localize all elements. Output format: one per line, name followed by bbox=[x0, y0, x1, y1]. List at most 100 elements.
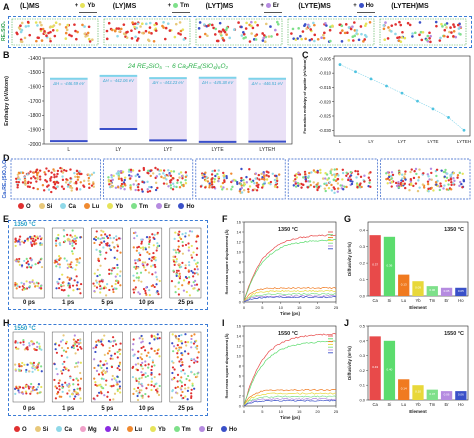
atom bbox=[76, 365, 79, 368]
atom bbox=[137, 279, 140, 282]
atom bbox=[72, 289, 75, 292]
atom bbox=[45, 180, 49, 183]
atom bbox=[39, 178, 42, 181]
atom bbox=[180, 342, 184, 345]
atom bbox=[267, 35, 271, 38]
atom bbox=[40, 370, 43, 373]
atom bbox=[144, 375, 147, 379]
addition-dot bbox=[265, 3, 271, 8]
atom bbox=[187, 352, 190, 355]
atom bbox=[317, 185, 321, 189]
rmsd-series-line bbox=[243, 397, 337, 407]
atom bbox=[68, 382, 71, 385]
atom bbox=[444, 179, 448, 183]
atom bbox=[16, 186, 19, 189]
atom bbox=[111, 241, 114, 244]
atom bbox=[27, 24, 30, 28]
atom bbox=[20, 264, 24, 267]
atom bbox=[316, 37, 320, 41]
atom bbox=[64, 381, 67, 384]
atom bbox=[156, 168, 159, 171]
y-tick-label: 0.4 bbox=[359, 228, 365, 233]
atom bbox=[334, 175, 337, 179]
legend-dot-icon bbox=[178, 203, 185, 209]
atom bbox=[218, 21, 222, 25]
atom bbox=[93, 366, 96, 370]
apatite-cell bbox=[103, 158, 194, 200]
atom bbox=[108, 272, 111, 275]
atom bbox=[341, 168, 345, 172]
atom bbox=[154, 188, 158, 192]
atom bbox=[70, 189, 73, 192]
atom bbox=[73, 240, 76, 244]
y-tick-label: 12 bbox=[237, 344, 242, 349]
atom bbox=[92, 185, 95, 188]
atom bbox=[103, 334, 106, 337]
rmsd-series-line bbox=[243, 286, 337, 303]
y-tick-label: 6 bbox=[239, 374, 242, 379]
atom bbox=[51, 25, 54, 29]
atom bbox=[255, 189, 259, 192]
atom bbox=[73, 341, 76, 344]
atom bbox=[363, 180, 366, 183]
diffusivity-bar bbox=[412, 281, 424, 296]
y-axis-label: Root mean square displacement (Å) bbox=[224, 229, 229, 295]
atom bbox=[340, 40, 344, 43]
atom bbox=[262, 172, 266, 175]
atom bbox=[65, 340, 68, 343]
atom bbox=[201, 176, 204, 180]
atom bbox=[54, 21, 58, 25]
atom bbox=[341, 171, 345, 175]
atom bbox=[97, 339, 100, 342]
atom bbox=[418, 186, 421, 189]
atom bbox=[54, 239, 58, 242]
atom bbox=[351, 180, 354, 183]
atom bbox=[67, 294, 70, 297]
atom bbox=[136, 357, 140, 360]
atom bbox=[54, 343, 57, 346]
data-point bbox=[338, 63, 342, 66]
atom bbox=[73, 279, 76, 282]
atom bbox=[73, 390, 76, 393]
atom bbox=[398, 170, 401, 173]
atom bbox=[93, 272, 96, 275]
atom bbox=[50, 176, 53, 179]
atom bbox=[173, 368, 176, 371]
atom bbox=[75, 182, 78, 185]
atom bbox=[99, 360, 102, 363]
atom bbox=[16, 183, 20, 187]
atom bbox=[430, 171, 433, 175]
atom bbox=[42, 189, 46, 192]
atom bbox=[29, 266, 33, 269]
atom bbox=[76, 281, 79, 284]
x-tick-label: 0 bbox=[243, 409, 246, 414]
atom bbox=[61, 175, 64, 178]
atom bbox=[36, 284, 39, 288]
atom bbox=[190, 256, 194, 259]
atom bbox=[312, 169, 316, 172]
atom bbox=[38, 21, 42, 24]
atom bbox=[69, 186, 72, 189]
atom bbox=[357, 38, 361, 42]
atom bbox=[40, 23, 43, 27]
atom bbox=[182, 279, 186, 282]
atom bbox=[173, 237, 176, 240]
atom bbox=[176, 181, 179, 185]
atom bbox=[21, 361, 24, 365]
atom bbox=[61, 273, 64, 276]
panel-label-h: H bbox=[3, 318, 10, 328]
atom bbox=[296, 37, 299, 40]
atom bbox=[446, 172, 449, 175]
atom bbox=[140, 240, 143, 243]
atom bbox=[114, 343, 118, 346]
atom bbox=[151, 359, 154, 362]
structure-cell bbox=[195, 18, 283, 46]
atom bbox=[59, 340, 63, 343]
atom bbox=[32, 175, 35, 178]
atom bbox=[70, 34, 73, 38]
atom bbox=[448, 30, 451, 34]
atom bbox=[223, 180, 226, 184]
atom bbox=[178, 272, 181, 275]
atom bbox=[329, 25, 332, 29]
atom bbox=[48, 37, 52, 41]
